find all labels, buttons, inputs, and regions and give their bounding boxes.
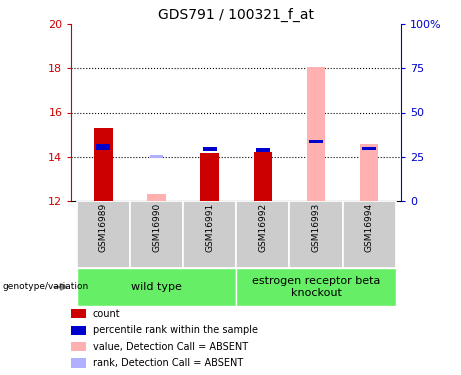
Bar — [71, 309, 86, 318]
Bar — [71, 342, 86, 351]
Bar — [201, 153, 219, 201]
Bar — [96, 144, 110, 150]
Title: GDS791 / 100321_f_at: GDS791 / 100321_f_at — [158, 8, 314, 22]
Text: rank, Detection Call = ABSENT: rank, Detection Call = ABSENT — [93, 358, 243, 368]
Text: GSM16990: GSM16990 — [152, 202, 161, 252]
Text: genotype/variation: genotype/variation — [2, 282, 89, 291]
Bar — [203, 147, 217, 151]
Text: GSM16991: GSM16991 — [205, 202, 214, 252]
Bar — [149, 156, 164, 158]
Text: GSM16989: GSM16989 — [99, 202, 108, 252]
Text: GSM16992: GSM16992 — [258, 202, 267, 252]
Bar — [94, 128, 112, 201]
Bar — [77, 201, 130, 268]
Bar — [236, 201, 290, 268]
Bar — [290, 201, 343, 268]
Text: estrogen receptor beta
knockout: estrogen receptor beta knockout — [252, 276, 380, 298]
Text: percentile rank within the sample: percentile rank within the sample — [93, 325, 258, 335]
Text: GSM16994: GSM16994 — [365, 202, 374, 252]
Bar — [71, 358, 86, 368]
Bar — [77, 268, 236, 306]
Bar — [362, 147, 376, 150]
Text: count: count — [93, 309, 120, 319]
Bar — [130, 201, 183, 268]
Bar — [147, 194, 166, 201]
Bar — [256, 148, 270, 152]
Bar — [360, 144, 378, 201]
Bar — [307, 68, 325, 201]
Bar — [343, 201, 396, 268]
Bar — [183, 201, 236, 268]
Text: GSM16993: GSM16993 — [312, 202, 320, 252]
Bar — [236, 268, 396, 306]
Bar — [71, 326, 86, 335]
Text: wild type: wild type — [131, 282, 182, 292]
Bar — [254, 152, 272, 201]
Text: value, Detection Call = ABSENT: value, Detection Call = ABSENT — [93, 342, 248, 352]
Bar — [309, 140, 323, 143]
